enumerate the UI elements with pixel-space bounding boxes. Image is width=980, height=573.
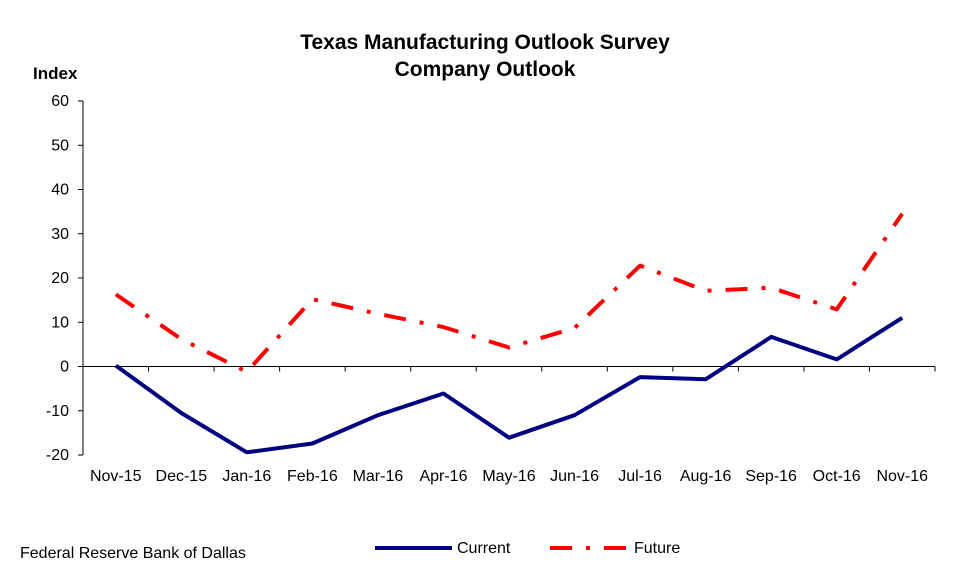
x-axis-ticks: Nov-15 Dec-15 Jan-16 Feb-16 Mar-16 Apr-16 May-…	[82, 366, 936, 485]
x-tick-label: Jul-16	[618, 468, 662, 485]
y-tick-label: 30	[51, 226, 69, 243]
x-tick-label: Apr-16	[419, 468, 467, 485]
chart-title-line-2: Company Outlook	[395, 58, 576, 81]
series-line-future	[114, 212, 904, 374]
y-tick-label: 20	[51, 270, 69, 287]
axes	[82, 101, 935, 455]
y-axis-ticks: 60 50 40 30 20 10 0 -10 -20	[46, 93, 83, 464]
source-note: Federal Reserve Bank of Dallas	[20, 545, 246, 562]
series-lines	[114, 212, 904, 455]
x-tick-label: Sep-16	[745, 468, 797, 485]
x-tick-label: Jan-16	[222, 468, 271, 485]
x-tick-label: Jun-16	[550, 468, 599, 485]
x-tick-label: Dec-15	[156, 468, 208, 485]
legend-label-future: Future	[634, 540, 680, 557]
series-line-current	[114, 316, 904, 455]
x-tick-label: Mar-16	[353, 468, 404, 485]
y-tick-label: 60	[51, 93, 69, 110]
y-tick-label: 0	[60, 359, 69, 376]
x-tick-label: Oct-16	[813, 468, 861, 485]
y-tick-label: -20	[46, 447, 69, 464]
legend: Current Future	[375, 540, 680, 557]
x-tick-label: Nov-15	[90, 468, 142, 485]
x-tick-label: Feb-16	[287, 468, 338, 485]
y-axis-label: Index	[33, 64, 78, 83]
y-tick-label: -10	[46, 403, 69, 420]
chart-title-line-1: Texas Manufacturing Outlook Survey	[300, 31, 670, 54]
x-tick-label: Nov-16	[876, 468, 928, 485]
y-tick-label: 10	[51, 314, 69, 331]
y-tick-label: 40	[51, 182, 69, 199]
y-tick-label: 50	[51, 137, 69, 154]
legend-label-current: Current	[457, 540, 511, 557]
x-tick-label: May-16	[482, 468, 535, 485]
x-tick-label: Aug-16	[680, 468, 732, 485]
